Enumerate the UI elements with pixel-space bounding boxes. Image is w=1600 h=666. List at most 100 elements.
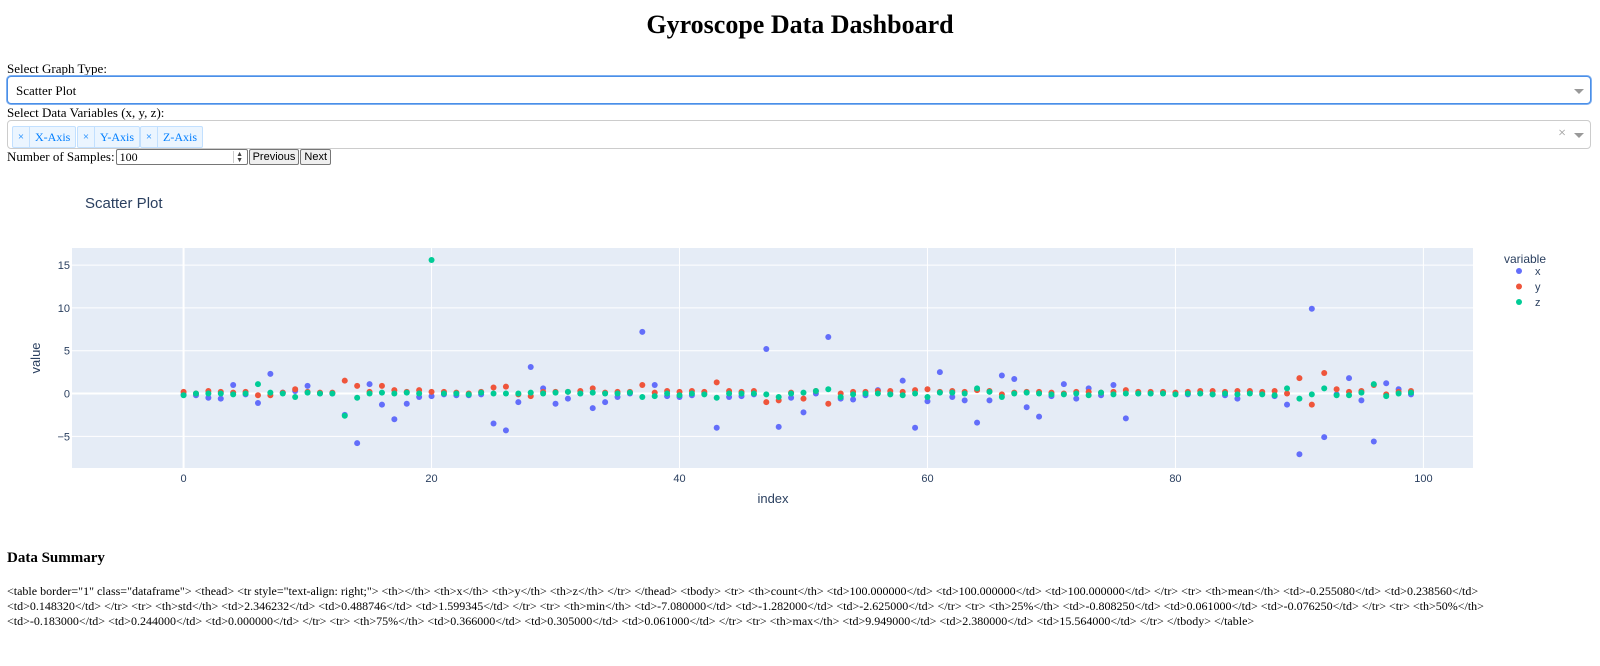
data-point-z[interactable] [577,390,584,397]
legend-marker-z[interactable] [1516,299,1522,305]
data-point-z[interactable] [1011,390,1018,397]
data-point-z[interactable] [403,389,410,396]
data-point-x[interactable] [1308,305,1315,312]
data-point-x[interactable] [1234,395,1241,402]
chevron-down-icon[interactable] [1574,89,1584,94]
data-point-z[interactable] [1060,391,1067,398]
data-point-z[interactable] [205,390,212,397]
data-point-z[interactable] [1036,390,1043,397]
next-button[interactable]: Next [300,149,332,165]
data-point-z[interactable] [254,381,261,388]
data-point-x[interactable] [1321,434,1328,441]
data-point-z[interactable] [639,393,646,400]
data-point-z[interactable] [391,390,398,397]
data-point-y[interactable] [354,382,361,389]
data-point-x[interactable] [974,419,981,426]
data-point-z[interactable] [453,390,460,397]
data-point-x[interactable] [552,400,559,407]
samples-input[interactable]: 100 ▲ ▼ [115,149,248,165]
data-point-z[interactable] [1408,389,1415,396]
data-point-x[interactable] [998,372,1005,379]
variables-multiselect[interactable]: × X-Axis × Y-Axis × Z-Axis × [7,120,1591,149]
data-point-x[interactable] [1284,401,1291,408]
data-point-y[interactable] [589,385,596,392]
data-point-z[interactable] [1271,392,1278,399]
data-point-x[interactable] [391,416,398,423]
data-point-z[interactable] [490,390,497,397]
data-point-z[interactable] [912,390,919,397]
data-point-z[interactable] [1197,390,1204,397]
data-point-y[interactable] [254,392,261,399]
data-point-x[interactable] [1346,375,1353,382]
data-point-x[interactable] [1358,397,1365,404]
data-point-z[interactable] [614,390,621,397]
data-point-z[interactable] [378,389,385,396]
data-point-z[interactable] [1346,392,1353,399]
data-point-x[interactable] [217,395,224,402]
data-point-z[interactable] [1358,389,1365,396]
data-point-x[interactable] [564,395,571,402]
data-point-x[interactable] [775,423,782,430]
data-point-z[interactable] [688,390,695,397]
data-point-z[interactable] [726,390,733,397]
data-point-x[interactable] [1122,415,1129,422]
data-point-z[interactable] [1222,390,1229,397]
data-point-z[interactable] [180,392,187,399]
data-point-x[interactable] [639,328,646,335]
spinner-icon[interactable]: ▲ ▼ [232,151,246,164]
data-point-z[interactable] [837,393,844,400]
data-point-z[interactable] [651,393,658,400]
data-point-x[interactable] [589,405,596,412]
data-point-y[interactable] [428,388,435,395]
data-point-z[interactable] [1085,392,1092,399]
data-point-z[interactable] [974,385,981,392]
previous-button[interactable]: Previous [248,149,300,165]
data-point-z[interactable] [1321,385,1328,392]
data-point-z[interactable] [949,389,956,396]
data-point-x[interactable] [527,363,534,370]
data-point-z[interactable] [478,389,485,396]
data-point-z[interactable] [1172,391,1179,398]
data-point-x[interactable] [899,377,906,384]
data-point-y[interactable] [292,386,299,393]
data-point-z[interactable] [825,386,832,393]
data-point-z[interactable] [1048,391,1055,398]
data-point-x[interactable] [602,399,609,406]
data-point-x[interactable] [713,424,720,431]
data-point-z[interactable] [763,391,770,398]
data-point-x[interactable] [403,400,410,407]
data-point-x[interactable] [1036,413,1043,420]
data-point-z[interactable] [242,390,249,397]
data-point-y[interactable] [825,400,832,407]
data-point-z[interactable] [874,390,881,397]
data-point-z[interactable] [192,390,199,397]
data-point-x[interactable] [1023,404,1030,411]
data-point-z[interactable] [217,390,224,397]
data-point-z[interactable] [465,391,472,398]
data-point-z[interactable] [961,390,968,397]
data-point-z[interactable] [1284,385,1291,392]
data-point-y[interactable] [1284,390,1291,397]
data-point-z[interactable] [1246,390,1253,397]
data-point-z[interactable] [502,390,509,397]
data-point-z[interactable] [341,412,348,419]
data-point-z[interactable] [552,389,559,396]
data-point-z[interactable] [862,390,869,397]
data-point-z[interactable] [775,393,782,400]
data-point-x[interactable] [936,369,943,376]
data-point-z[interactable] [850,391,857,398]
data-point-x[interactable] [502,427,509,434]
data-point-z[interactable] [1308,391,1315,398]
data-point-z[interactable] [1147,390,1154,397]
data-point-z[interactable] [267,389,274,396]
data-point-z[interactable] [230,391,237,398]
data-point-x[interactable] [949,393,956,400]
data-point-z[interactable] [936,389,943,396]
data-point-z[interactable] [986,388,993,395]
data-point-x[interactable] [1296,451,1303,458]
data-point-y[interactable] [639,381,646,388]
data-point-z[interactable] [515,390,522,397]
data-point-z[interactable] [329,390,336,397]
data-point-y[interactable] [800,395,807,402]
data-point-x[interactable] [825,334,832,341]
